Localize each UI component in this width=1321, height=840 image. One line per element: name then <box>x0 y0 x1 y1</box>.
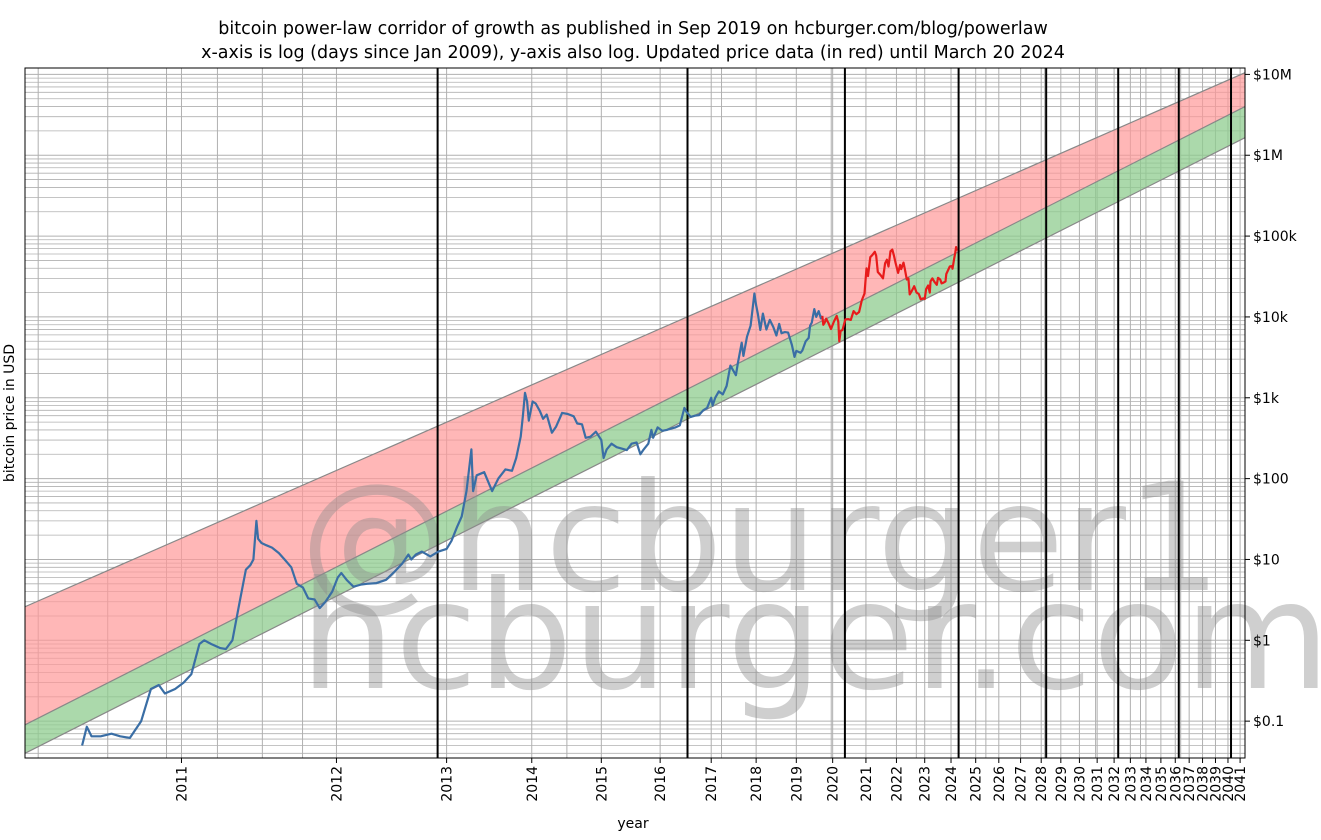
x-tick-label: 2039 <box>1209 766 1225 802</box>
x-tick-label: 2023 <box>918 766 934 802</box>
x-tick-label: 2014 <box>525 766 541 802</box>
watermark: @hcburger1 hcburger.com <box>300 452 1321 724</box>
price-series <box>81 246 958 746</box>
x-tick-label: 2040 <box>1221 766 1237 802</box>
x-tick-label: 2038 <box>1196 766 1212 802</box>
y-tick-label: $10 <box>1253 552 1280 568</box>
lower-corridor-line <box>25 137 1245 754</box>
x-tick-label: 2033 <box>1123 766 1139 802</box>
y-tick-label: $1k <box>1253 391 1280 407</box>
x-tick-label: 2015 <box>594 766 610 802</box>
grid-lines <box>25 68 1245 758</box>
y-tick-label: $1M <box>1253 148 1283 164</box>
chart-subtitle: x-axis is log (days since Jan 2009), y-a… <box>201 43 1065 63</box>
x-axis-ticks: 2011 2012 2013 2014 2015 2016 2017 2018 2019 2020… <box>175 758 1249 802</box>
x-tick-label: 2020 <box>826 766 842 802</box>
corridor-bands <box>25 72 1245 754</box>
x-tick-label: 2022 <box>890 766 906 802</box>
y-tick-label: $1 <box>1253 633 1271 649</box>
x-tick-label: 2016 <box>653 766 669 802</box>
x-tick-label: 2026 <box>992 766 1008 802</box>
watermark-site: hcburger.com <box>300 550 1321 724</box>
y-tick-label: $10k <box>1253 310 1289 326</box>
x-tick-label: 2034 <box>1139 766 1155 802</box>
x-tick-label: 2012 <box>330 766 346 802</box>
y-tick-label: $100 <box>1253 472 1289 488</box>
x-tick-label: 2029 <box>1054 766 1070 802</box>
x-axis-label: year <box>617 816 648 832</box>
x-tick-label: 2027 <box>1014 766 1030 802</box>
x-tick-label: 2013 <box>440 766 456 802</box>
x-tick-label: 2031 <box>1090 766 1106 802</box>
x-tick-label: 2017 <box>704 766 720 802</box>
x-tick-label: 2025 <box>969 766 985 802</box>
x-tick-label: 2021 <box>859 766 875 802</box>
x-tick-label: 2011 <box>175 766 191 802</box>
y-tick-label: $10M <box>1253 67 1292 83</box>
chart-title: bitcoin power-law corridor of growth as … <box>218 19 1048 39</box>
y-tick-label: $0.1 <box>1253 714 1284 730</box>
x-tick-label: 2024 <box>944 766 960 802</box>
y-axis-ticks: $0.1 $1 $10 $100 $1k $10k $100k $1M $10M <box>1245 67 1298 730</box>
x-tick-label: 2028 <box>1034 766 1050 802</box>
plot-frame <box>24 67 1246 759</box>
upper-corridor-line <box>25 72 1245 608</box>
y-axis-label: bitcoin price in USD <box>2 344 18 482</box>
x-tick-label: 2036 <box>1168 766 1184 802</box>
middle-corridor-line <box>25 106 1245 726</box>
upper-corridor-band <box>25 72 1245 725</box>
lower-corridor-band <box>25 106 1245 754</box>
x-tick-label: 2030 <box>1072 766 1088 802</box>
x-tick-label: 2032 <box>1107 766 1123 802</box>
x-tick-label: 2041 <box>1233 766 1249 802</box>
x-tick-label: 2018 <box>749 766 765 802</box>
price-line <box>821 246 958 343</box>
price-line <box>81 292 824 746</box>
x-tick-label: 2037 <box>1182 766 1198 802</box>
x-tick-label: 2019 <box>789 766 805 802</box>
watermark-handle: @hcburger1 <box>300 452 1221 626</box>
x-tick-label: 2035 <box>1154 766 1170 802</box>
y-tick-label: $100k <box>1253 229 1298 245</box>
